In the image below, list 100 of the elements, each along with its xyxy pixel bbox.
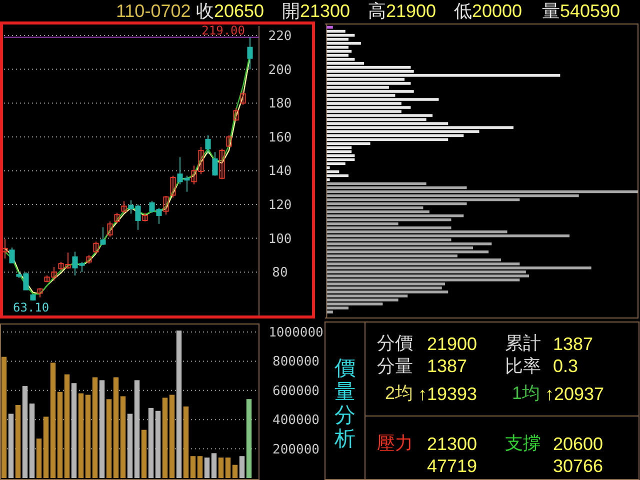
bar	[50, 362, 56, 478]
y-tick-label: 1000000	[268, 326, 324, 341]
y-tick-label: 160	[268, 130, 292, 146]
bar	[326, 266, 592, 270]
bar	[326, 274, 530, 278]
text: 分量	[377, 356, 413, 376]
bar	[78, 393, 84, 478]
candlestick	[233, 108, 239, 122]
candlestick	[212, 152, 218, 176]
y-tick-label: 220	[268, 29, 292, 44]
y-tick-label: 400000	[272, 413, 320, 428]
text: 支撐	[505, 433, 541, 453]
candlestick	[121, 200, 127, 214]
text: ↑19393	[418, 384, 478, 404]
candlestick	[240, 90, 246, 106]
bar	[148, 408, 154, 478]
text: 2均	[385, 383, 414, 403]
bar	[239, 456, 245, 478]
y-tick-label: 600000	[272, 384, 320, 399]
text: 量540590	[542, 1, 620, 21]
bar	[326, 66, 411, 69]
bar	[326, 106, 411, 109]
bar	[326, 42, 361, 45]
bar	[176, 330, 182, 478]
bar	[43, 416, 49, 478]
text: ↑20937	[545, 384, 604, 404]
text: 累計	[505, 333, 541, 353]
candlestick	[9, 247, 15, 264]
y-tick-label: 180	[268, 96, 292, 112]
y-tick-label: 80	[272, 266, 288, 281]
bar	[134, 380, 140, 478]
bar	[326, 126, 514, 129]
candlestick	[93, 241, 99, 254]
bar	[127, 414, 133, 478]
bar	[8, 414, 14, 478]
bar	[162, 398, 168, 478]
bar	[169, 394, 175, 478]
bar	[326, 74, 560, 77]
y-tick-label: 800000	[272, 354, 320, 370]
text: 21900	[427, 334, 478, 354]
bar	[92, 377, 98, 478]
bar	[225, 458, 231, 478]
candlestick	[2, 238, 8, 260]
bar	[326, 114, 433, 117]
bar	[218, 458, 224, 478]
bar	[155, 410, 161, 478]
text: 開21300	[282, 1, 350, 21]
bar	[64, 374, 70, 478]
y-tick-label: 200	[268, 62, 292, 78]
text: 110-0702	[116, 1, 191, 21]
candlestick	[100, 226, 106, 246]
bar	[326, 90, 414, 93]
bar	[22, 386, 28, 478]
y-tick-label: 140	[268, 164, 292, 180]
bar	[197, 456, 203, 478]
text: 47719	[427, 456, 478, 476]
bar	[326, 158, 355, 162]
text: 20600	[553, 434, 604, 454]
candlestick	[205, 134, 211, 154]
bar	[106, 399, 112, 478]
bar	[113, 377, 119, 478]
text: 低20000	[454, 1, 522, 21]
bar	[326, 98, 439, 101]
bar	[326, 290, 448, 294]
text: 收20650	[196, 1, 264, 21]
bar	[120, 396, 126, 478]
bar	[1, 356, 7, 478]
bar	[326, 174, 348, 178]
bar	[326, 250, 489, 254]
text: 1387	[553, 334, 594, 354]
candlestick	[247, 36, 253, 70]
text: 0.3	[553, 356, 578, 376]
bar	[204, 458, 210, 478]
bar	[15, 405, 21, 478]
annotation: 63.10	[13, 300, 50, 315]
ref-line-label: 219.00	[202, 24, 245, 38]
candlestick	[163, 196, 169, 216]
text: 比率	[505, 356, 541, 376]
bar	[29, 404, 35, 478]
candlestick	[107, 220, 113, 238]
text: 壓力	[377, 433, 413, 453]
bar	[183, 406, 189, 478]
text: 1均	[512, 383, 540, 403]
candlestick	[226, 134, 232, 148]
text: 高21900	[368, 1, 436, 21]
y-tick-label: 120	[268, 198, 292, 213]
bar	[190, 456, 196, 478]
text: 21300	[427, 434, 478, 454]
candlestick	[219, 148, 225, 180]
bar	[246, 399, 252, 478]
bar	[211, 453, 217, 478]
bar	[57, 392, 63, 478]
text: 30766	[553, 456, 604, 476]
bar	[71, 383, 77, 478]
bar	[36, 438, 42, 478]
bar	[99, 380, 105, 478]
bar	[141, 430, 147, 478]
candlestick	[37, 288, 43, 298]
text: 價量分析	[334, 357, 356, 450]
y-tick-label: 100	[268, 232, 292, 247]
